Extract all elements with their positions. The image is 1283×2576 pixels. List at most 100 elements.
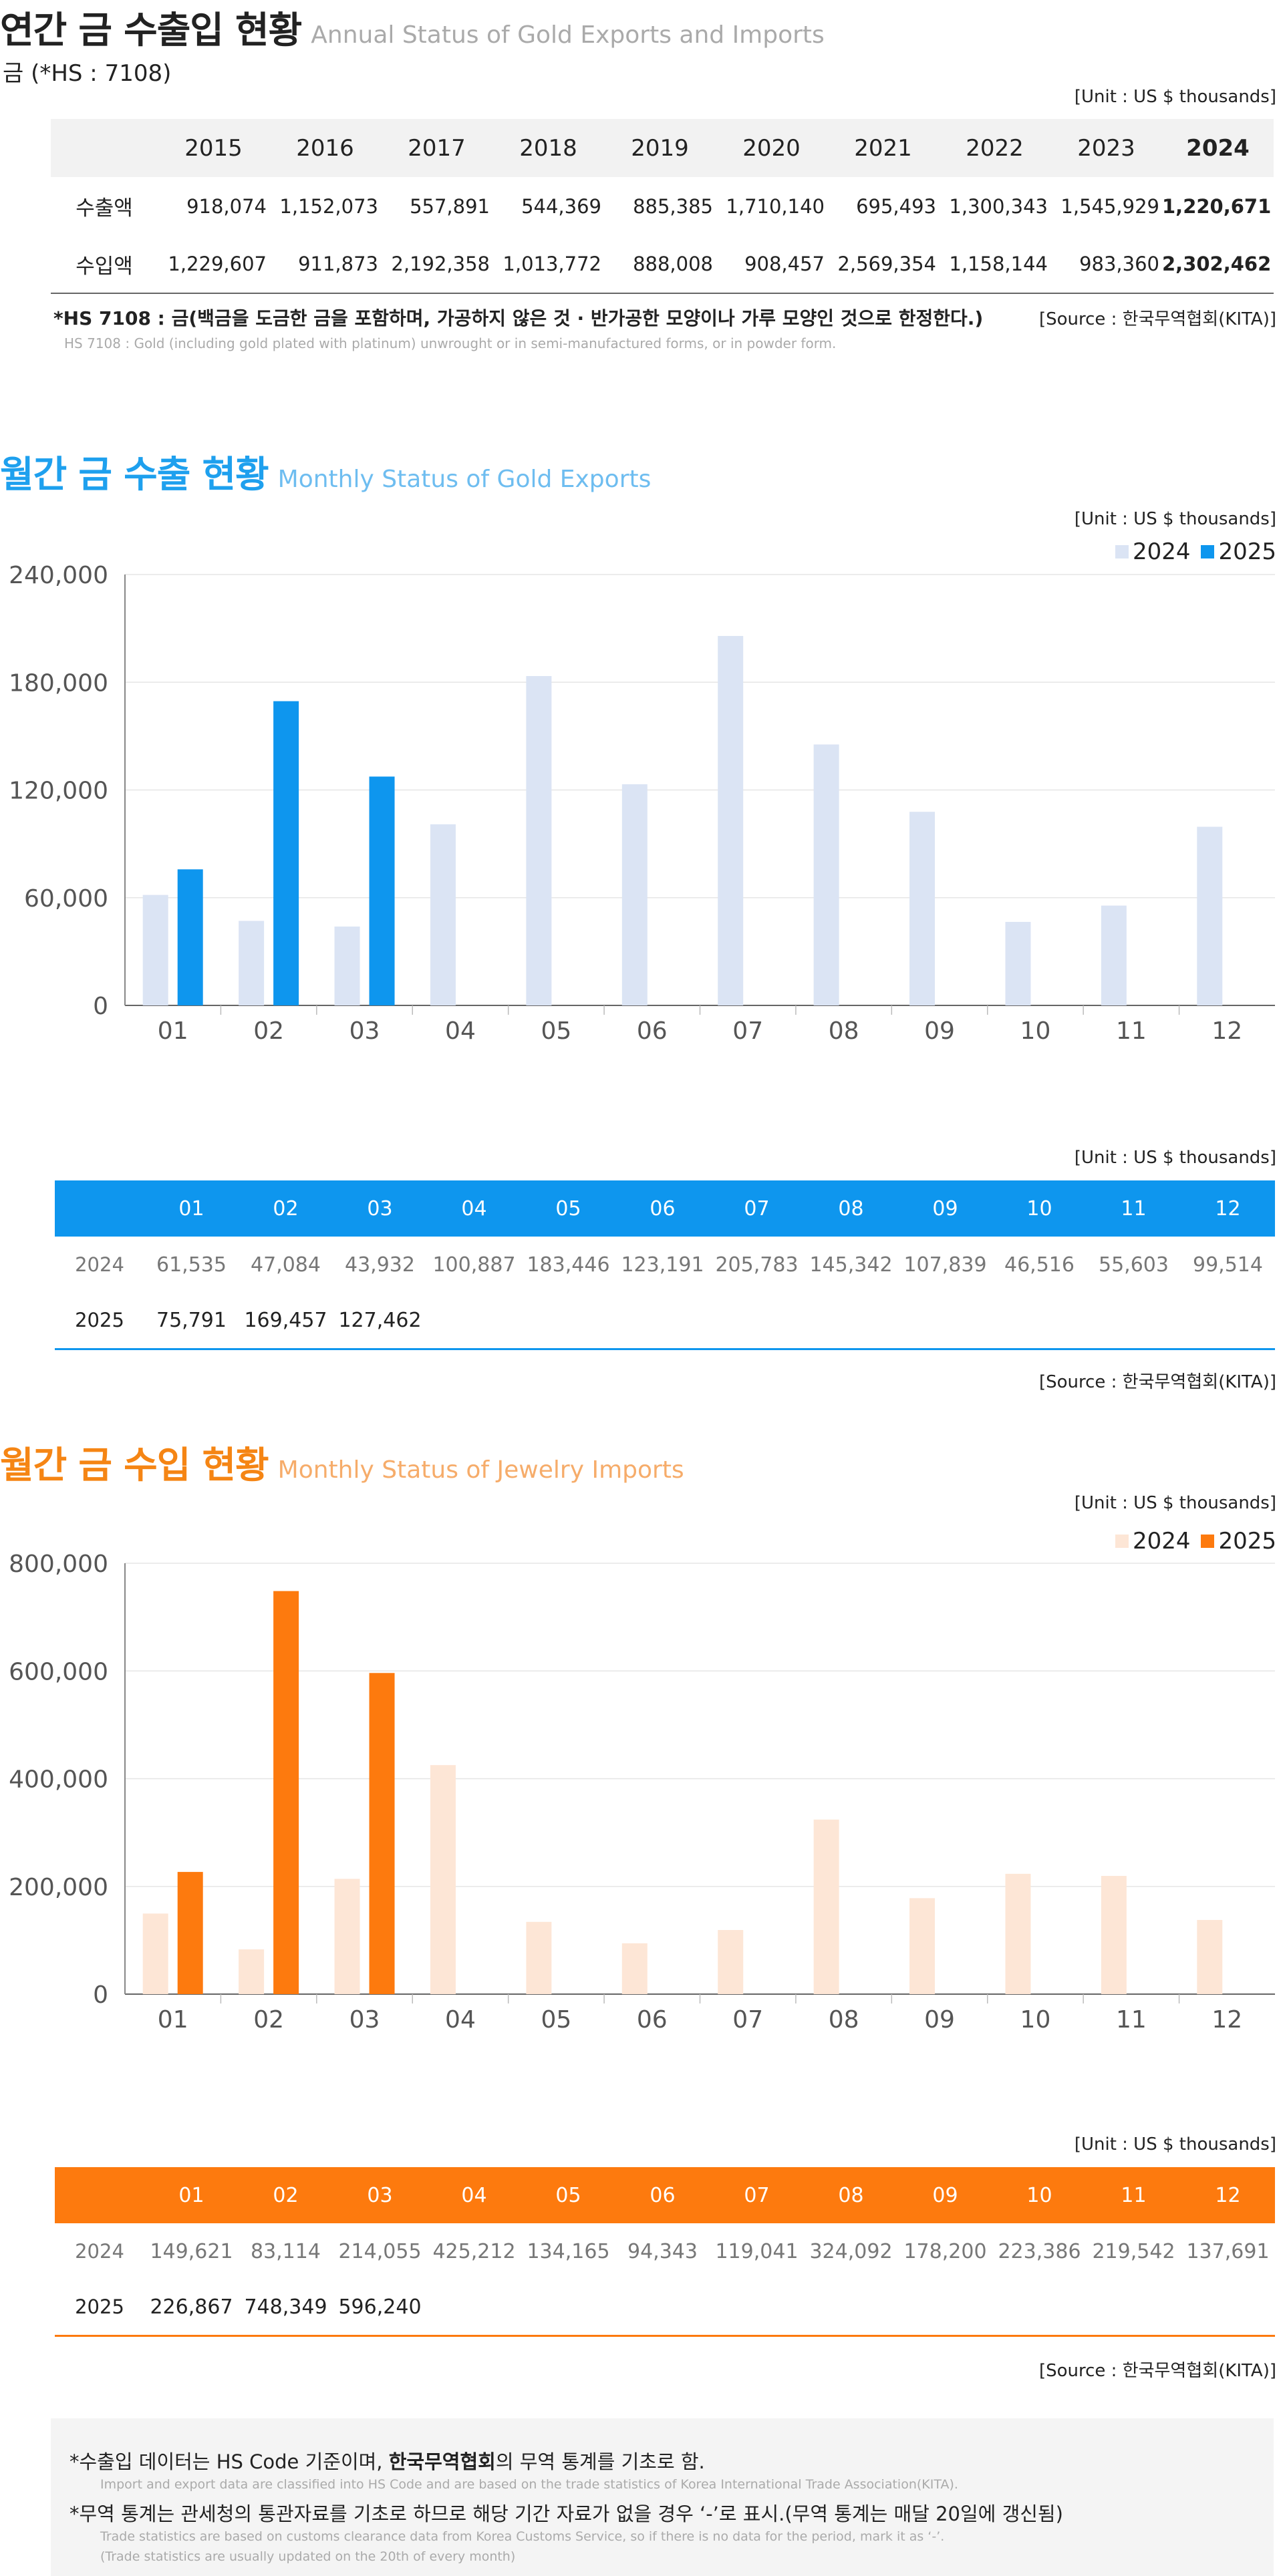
- bar-2025-01: [177, 1872, 203, 1994]
- imports-cell: 425,212: [432, 2239, 516, 2263]
- imports-cell: [710, 2279, 804, 2337]
- annual-header-row: 2015 2016 2017 2018 2019 2020 2021 2022 2023 2024: [51, 119, 1274, 177]
- imports-month-header: 07: [744, 2183, 770, 2207]
- exports-header-row: 01 02 03 04 05 06 07 08 09 10 11 12: [55, 1180, 1275, 1237]
- y-tick-label: 0: [93, 1981, 108, 2009]
- exports-cell: 123,191: [621, 1253, 704, 1277]
- y-tick-label: 60,000: [24, 885, 108, 913]
- y-tick-label: 180,000: [9, 669, 108, 697]
- imports-cell: 178,200: [903, 2239, 987, 2263]
- imports-chart: 0 200,000 400,000 600,000 800,000 01 02 03 04 05 0…: [9, 1551, 1275, 2034]
- bar-2024-11: [1101, 905, 1127, 1005]
- exports-title-ko: 월간 금 수출 현황: [0, 453, 269, 496]
- exports-month-header: 10: [1026, 1196, 1052, 1221]
- exports-table: 01 02 03 04 05 06 07 08 09 10 11 12 2024 61,535 47,08…: [55, 1180, 1275, 1350]
- annual-row: 수입액 1,229,607 911,873 2,192,358 1,013,772 888…: [51, 235, 1274, 294]
- annual-cell: 1,013,772: [492, 235, 604, 294]
- bar-2024-03: [334, 1879, 360, 1994]
- bar-2024-04: [430, 824, 456, 1005]
- bar-2024-08: [813, 1819, 839, 1994]
- annual-year-header: 2017: [381, 119, 492, 177]
- annual-year-header: 2023: [1050, 119, 1162, 177]
- annual-cell: 544,369: [521, 194, 601, 218]
- exports-cell: 55,603: [1099, 1253, 1169, 1277]
- x-tick-label: 11: [1116, 1017, 1147, 1045]
- bar-2025-03: [369, 1673, 395, 1994]
- note-1: *수출입 데이터는 HS Code 기준이며, 한국무역협회의 무역 통계를 기…: [69, 2446, 1255, 2474]
- annual-cell: 911,873: [269, 235, 381, 294]
- imports-cell: 149,621: [150, 2239, 233, 2263]
- imports-legend: 2024 2025: [1109, 1528, 1276, 1555]
- exports-month-header: 09: [932, 1196, 958, 1221]
- bar-2024-10: [1005, 921, 1031, 1005]
- imports-cell: [898, 2279, 992, 2337]
- imports-cell: 137,691: [1186, 2239, 1270, 2263]
- x-tick-label: 07: [732, 1017, 763, 1045]
- exports-month-header: 01: [178, 1196, 204, 1221]
- imports-cell: 324,092: [809, 2239, 893, 2263]
- exports-month-header: 12: [1215, 1196, 1241, 1221]
- imports-cell: 223,386: [998, 2239, 1081, 2263]
- annual-row-label: 수출액: [76, 196, 133, 220]
- bar-2024-09: [909, 1898, 936, 1994]
- annual-cell: 2,569,354: [827, 235, 939, 294]
- exports-month-header: 07: [744, 1196, 770, 1221]
- annual-cell: 695,493: [856, 194, 936, 218]
- imports-chart-unit: [Unit : US $ thousands]: [1074, 1493, 1276, 1513]
- exports-legend-swatch-2025: [1201, 545, 1215, 558]
- exports-month-header: 04: [461, 1196, 487, 1221]
- annual-year-header: 2018: [492, 119, 604, 177]
- exports-row-2025: 2025 75,791 169,457 127,462: [55, 1293, 1275, 1350]
- bar-2024-08: [813, 744, 839, 1005]
- annual-subtitle: 금 (*HS : 7108): [3, 60, 172, 87]
- x-tick-label: 04: [445, 2006, 476, 2034]
- imports-cell: 134,165: [527, 2239, 610, 2263]
- x-tick-label: 11: [1116, 2006, 1147, 2034]
- exports-row-2024: 2024 61,535 47,084 43,932 100,887 183,446 123,…: [55, 1237, 1275, 1293]
- imports-row-label: 2025: [55, 2279, 144, 2337]
- imports-month-header: 06: [650, 2183, 676, 2207]
- annual-year-header: 2019: [604, 119, 716, 177]
- imports-header-corner: [55, 2167, 144, 2223]
- imports-cell: 214,055: [338, 2239, 422, 2263]
- imports-table-unit: [Unit : US $ thousands]: [1074, 2134, 1276, 2154]
- y-tick-label: 400,000: [9, 1766, 108, 1794]
- bar-2024-04: [430, 1765, 456, 1994]
- note-1-post: 의 무역 통계를 기초로 함.: [495, 2450, 705, 2473]
- exports-cell: 169,457: [239, 1293, 333, 1350]
- annual-cell: 1,152,073: [279, 194, 378, 218]
- imports-cell: [804, 2279, 898, 2337]
- exports-cell: 47,084: [251, 1253, 321, 1277]
- bar-2025-03: [369, 776, 395, 1005]
- imports-cell: 119,041: [715, 2239, 799, 2263]
- imports-month-header: 12: [1215, 2183, 1241, 2207]
- x-tick-label: 08: [829, 1017, 859, 1045]
- exports-row-label: 2024: [75, 1253, 124, 1276]
- imports-cell: 226,867: [144, 2279, 239, 2337]
- bar-2024-12: [1197, 826, 1223, 1005]
- exports-title-en: Monthly Status of Gold Exports: [277, 466, 652, 493]
- x-tick-label: 03: [349, 1017, 380, 1045]
- imports-table: 01 02 03 04 05 06 07 08 09 10 11 12 2024 149,621 83,1…: [55, 2167, 1275, 2337]
- x-tick-label: 10: [1020, 2006, 1051, 2034]
- bar-2024-06: [621, 784, 648, 1005]
- x-tick-label: 04: [445, 1017, 476, 1045]
- exports-cell: 61,535: [156, 1253, 227, 1277]
- x-tick-label: 10: [1020, 1017, 1051, 1045]
- annual-row: 수출액 918,074 1,152,073 557,891 544,369 885,385…: [51, 177, 1274, 235]
- annual-title: 연간 금 수출입 현황 Annual Status of Gold Exports…: [0, 0, 825, 53]
- x-tick-label: 02: [253, 2006, 284, 2034]
- imports-cell: 596,240: [333, 2279, 427, 2337]
- annual-cell: 1,300,343: [949, 194, 1048, 218]
- exports-cell: 145,342: [809, 1253, 893, 1277]
- imports-legend-swatch-2024: [1115, 1535, 1129, 1548]
- imports-cell: 748,349: [239, 2279, 333, 2337]
- imports-cell: [521, 2279, 615, 2337]
- imports-cell: 219,542: [1092, 2239, 1175, 2263]
- bar-2024-07: [718, 635, 744, 1005]
- note-1-pre: *수출입 데이터는 HS Code 기준이며,: [69, 2450, 389, 2473]
- annual-row-label: 수입액: [51, 235, 158, 294]
- exports-title: 월간 금 수출 현황 Monthly Status of Gold Exports: [0, 444, 651, 498]
- exports-chart-unit: [Unit : US $ thousands]: [1074, 509, 1276, 529]
- x-tick-label: 08: [829, 2006, 859, 2034]
